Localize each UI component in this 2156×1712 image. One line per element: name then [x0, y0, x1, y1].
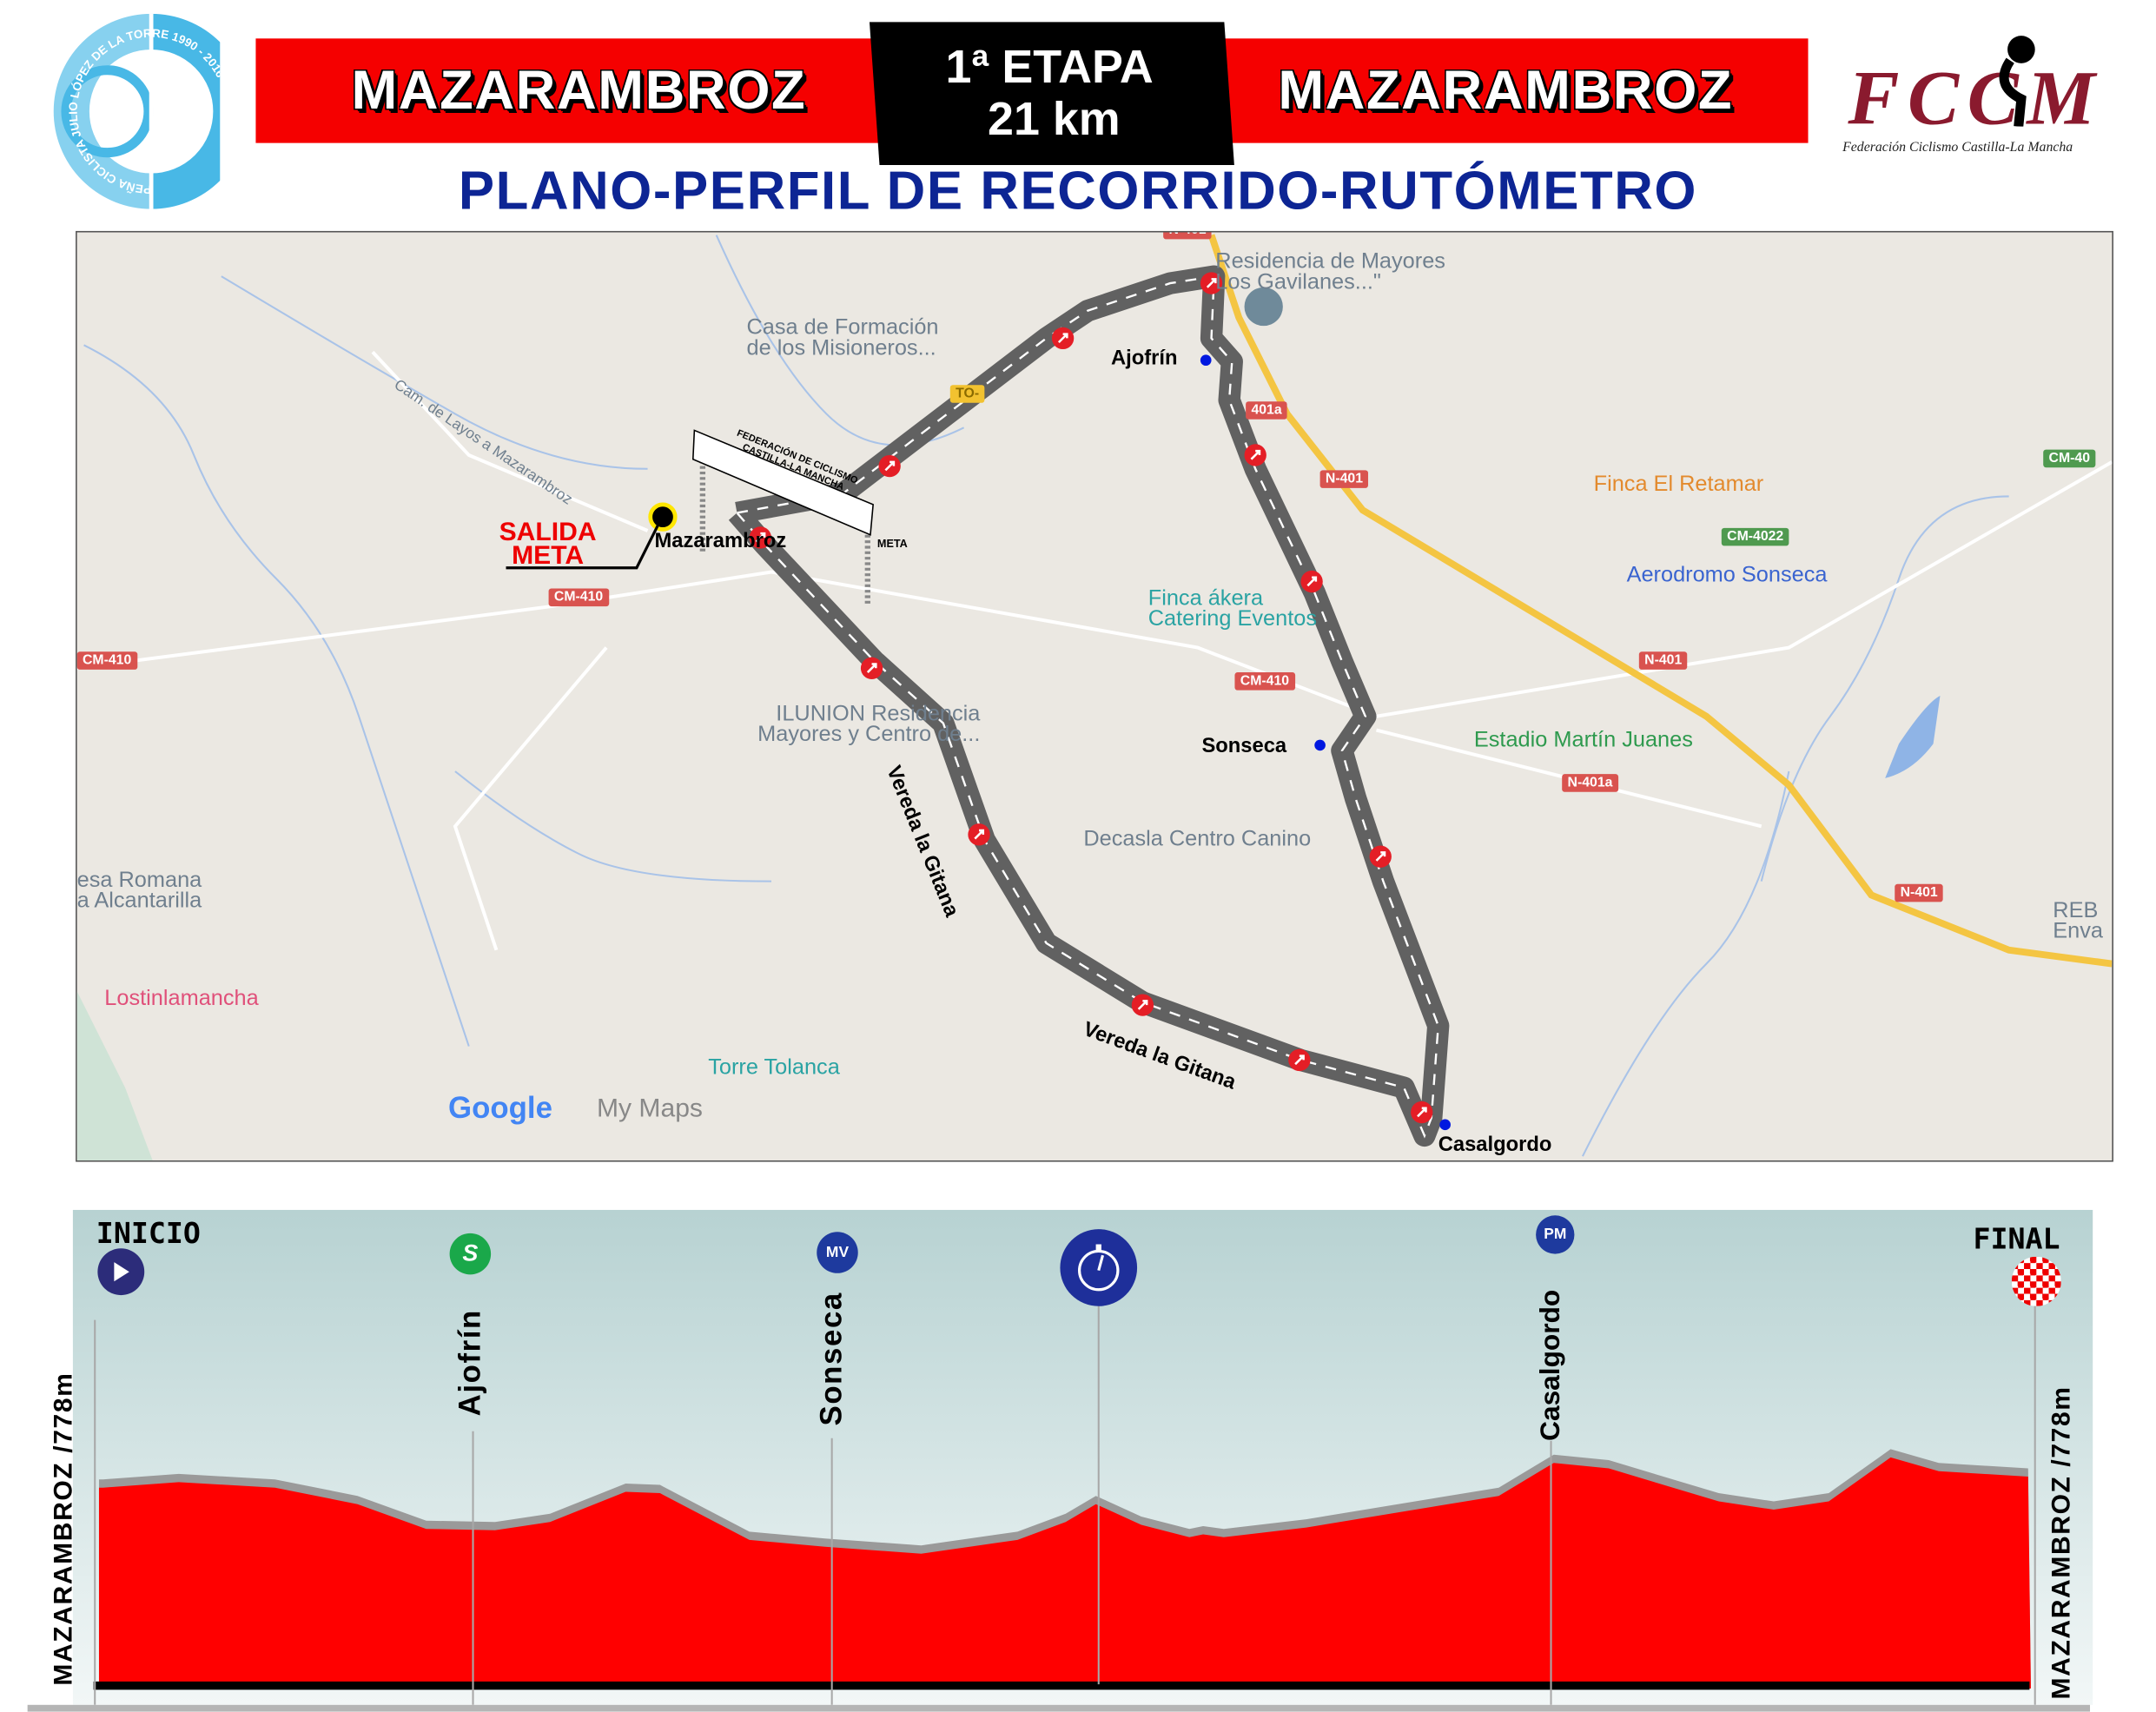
poi-residencia[interactable]: Residencia de Mayores Los Gavilanes..." — [1215, 250, 1445, 294]
start-pointer-line — [506, 523, 660, 570]
salida-label: SALIDA — [499, 518, 597, 547]
start-town-banner: MAZARAMBROZ — [255, 38, 903, 143]
finish-town: MAZARAMBROZ — [1278, 59, 1734, 121]
left-axis-label: MAZARAMBROZ /778m — [49, 1372, 79, 1686]
shield-cm410-west: CM-410 — [76, 651, 137, 670]
start-play-icon — [97, 1248, 145, 1296]
google-logo: Google — [448, 1090, 552, 1125]
shield-cm410-sonseca: CM-410 — [1234, 672, 1295, 691]
poi-decasla[interactable]: Decasla Centro Canino — [1083, 827, 1312, 851]
start-label: INICIO — [96, 1216, 201, 1250]
blurred-marker — [1244, 287, 1283, 327]
profile-fill — [98, 1457, 2031, 1689]
poi-torre-tolanca[interactable]: Torre Tolanca — [708, 1055, 840, 1080]
town-dots — [648, 354, 1451, 1131]
shield-cm4022: CM-4022 — [1721, 527, 1789, 546]
arrow-glyph-icon — [1057, 333, 1068, 344]
shield-n401-mid: N-401 — [1638, 651, 1688, 670]
arrow-glyph-icon — [1375, 851, 1386, 862]
town-mazarambroz: Mazarambroz — [654, 529, 787, 553]
right-axis-label: MAZARAMBROZ /778m — [2047, 1385, 2077, 1700]
highway-n401 — [1207, 234, 2113, 968]
direction-arrows — [749, 272, 1433, 1124]
shield-n401a: N-401a — [1562, 774, 1618, 792]
poi-estadio[interactable]: Estadio Martín Juanes — [1473, 728, 1693, 752]
shield-to: TO- — [949, 385, 985, 403]
finish-town-banner: MAZARAMBROZ — [1203, 38, 1809, 143]
pm-badge-icon: PM — [1536, 1215, 1575, 1254]
arrow-glyph-icon — [866, 663, 877, 673]
start-town: MAZARAMBROZ — [351, 59, 807, 121]
federation-logo: FCCM Federación Ciclismo Castilla-La Man… — [1842, 30, 2131, 157]
green-area — [76, 991, 153, 1160]
bottom-rule — [27, 1704, 2091, 1712]
sprint-badge-icon: S — [449, 1233, 492, 1275]
arch-meta: META — [876, 537, 908, 551]
shield-n401-south: N-401 — [1895, 883, 1944, 902]
shield-n401: N-401 — [1319, 470, 1369, 488]
start-finish-label: SALIDA META — [499, 518, 597, 571]
page-title: PLANO-PERFIL DE RECORRIDO-RUTÓMETRO — [458, 162, 1698, 221]
cyclist-icon — [1999, 36, 2035, 127]
shield-cm40: CM-40 — [2043, 449, 2096, 468]
poi-ilunion[interactable]: ILUNION Residencia Mayores y Centro de... — [757, 702, 981, 747]
shield-401a: 401a — [1246, 401, 1287, 420]
mv-badge-icon: MV — [817, 1232, 858, 1273]
arrow-glyph-icon — [1306, 576, 1318, 587]
arrow-glyph-icon — [974, 829, 985, 840]
finish-label: FINAL — [1973, 1222, 2060, 1256]
map-graphics — [76, 234, 2113, 1160]
town-sonseca: Sonseca — [1201, 734, 1287, 758]
arrow-glyph-icon — [1294, 1054, 1305, 1066]
arrow-glyph-icon — [1417, 1107, 1427, 1118]
elevation-profile: INICIO FINAL S MV PM Ajofrín Sonseca Cas… — [27, 1209, 2093, 1712]
finish-flag-icon — [2011, 1256, 2061, 1306]
route-map[interactable]: FEDERACIÓN DE CICLISMO CASTILLA-LA MANCH… — [76, 230, 2113, 1162]
arrow-glyph-icon — [1250, 449, 1261, 460]
point-ajofrin: Ajofrín — [452, 1309, 487, 1417]
town-casalgordo: Casalgordo — [1438, 1133, 1552, 1157]
point-sonseca: Sonseca — [814, 1292, 849, 1426]
federation-logo-letters: FCCM — [1848, 56, 2104, 142]
arrow-glyph-icon — [1137, 1000, 1148, 1010]
lake — [1885, 695, 1941, 778]
poi-presa-romana[interactable]: esa Romana a Alcantarilla — [76, 869, 202, 914]
shield-cm410: CM-410 — [548, 588, 609, 607]
stopwatch-icon — [1060, 1229, 1138, 1306]
shield-n401-top: N-401 — [1163, 232, 1212, 240]
marker-lines — [94, 1303, 2036, 1705]
poi-finca-retamar[interactable]: Finca El Retamar — [1593, 473, 1764, 497]
meta-label: META — [512, 541, 585, 571]
arrow-glyph-icon — [1206, 278, 1217, 288]
poi-finca-akera[interactable]: Finca ákera Catering Eventos — [1147, 586, 1318, 631]
my-maps-label: My Maps — [596, 1094, 703, 1124]
club-logo: PEÑA CICLISTA JULIO LÓPEZ DE LA TORRE 19… — [53, 13, 221, 209]
point-casalgordo: Casalgordo — [1536, 1289, 1566, 1441]
federation-name: Federación Ciclismo Castilla-La Mancha — [1842, 140, 2073, 155]
profile-baseline — [93, 1681, 2030, 1690]
poi-aerodromo[interactable]: Aerodromo Sonseca — [1626, 563, 1828, 587]
route — [728, 265, 1450, 1147]
poi-lostinlamancha[interactable]: Lostinlamancha — [104, 987, 259, 1011]
poi-reb[interactable]: REB Enva — [2053, 899, 2104, 943]
arrow-glyph-icon — [884, 460, 896, 472]
arrow-glyph-icon — [755, 532, 766, 543]
town-ajofrin: Ajofrín — [1110, 346, 1178, 370]
poi-casa-formacion[interactable]: Casa de Formación de los Misioneros... — [746, 316, 939, 360]
